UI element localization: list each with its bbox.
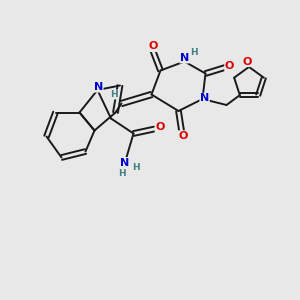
Text: N: N [200, 93, 209, 103]
Text: H: H [118, 169, 125, 178]
Text: O: O [148, 41, 158, 52]
Text: H: H [132, 164, 140, 172]
Text: H: H [110, 90, 118, 99]
Text: N: N [94, 82, 103, 92]
Text: O: O [225, 61, 234, 71]
Text: N: N [180, 53, 189, 63]
Text: H: H [190, 48, 197, 57]
Text: O: O [243, 56, 252, 67]
Text: O: O [178, 131, 188, 141]
Text: N: N [120, 158, 129, 168]
Text: O: O [155, 122, 165, 133]
